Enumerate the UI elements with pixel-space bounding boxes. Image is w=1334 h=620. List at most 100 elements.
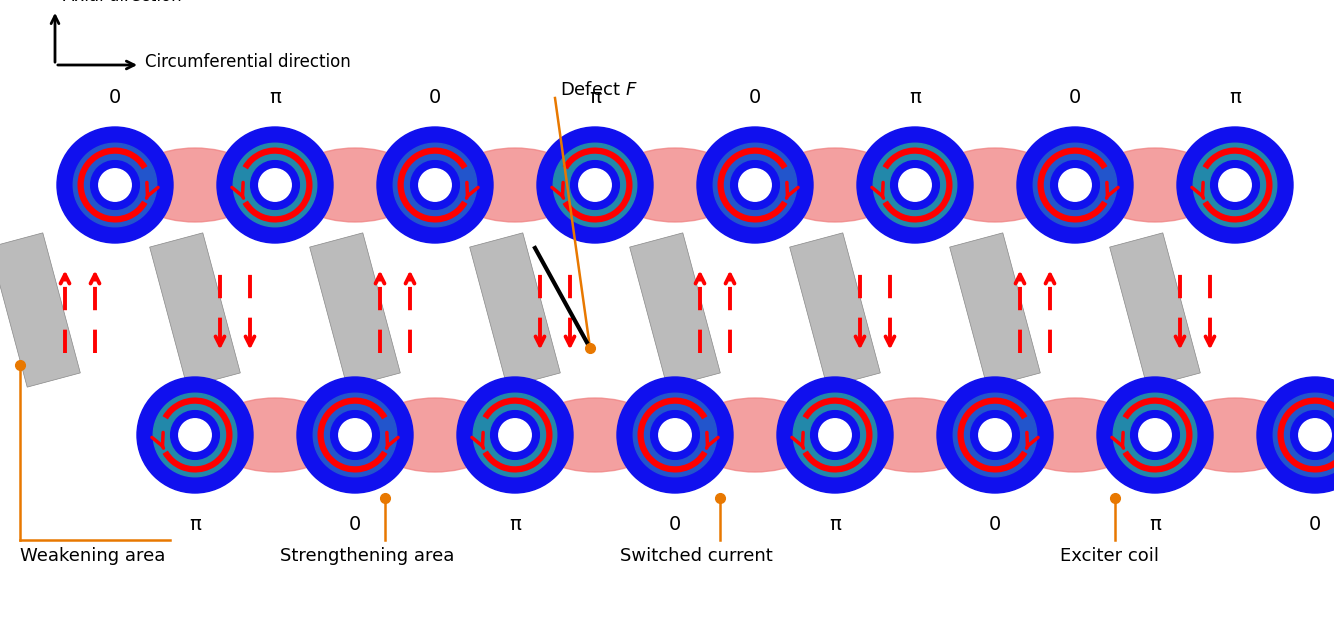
Circle shape	[731, 161, 779, 210]
Circle shape	[954, 393, 1037, 477]
Circle shape	[474, 393, 556, 477]
Ellipse shape	[848, 398, 982, 472]
Circle shape	[458, 377, 574, 493]
Circle shape	[579, 169, 611, 202]
Circle shape	[73, 143, 157, 227]
Text: 0: 0	[350, 515, 362, 534]
Circle shape	[571, 161, 619, 210]
Circle shape	[696, 127, 812, 243]
Text: 0: 0	[668, 515, 682, 534]
Text: Axial direction: Axial direction	[63, 0, 181, 5]
Circle shape	[217, 127, 334, 243]
Circle shape	[971, 410, 1019, 459]
Circle shape	[538, 127, 654, 243]
Circle shape	[171, 410, 219, 459]
Ellipse shape	[219, 150, 332, 220]
Text: Exciter coil: Exciter coil	[1061, 547, 1159, 565]
Text: 0: 0	[1309, 515, 1321, 534]
Circle shape	[659, 418, 691, 451]
Circle shape	[1211, 161, 1259, 210]
Ellipse shape	[858, 150, 971, 220]
Ellipse shape	[208, 398, 342, 472]
Circle shape	[554, 143, 636, 227]
Polygon shape	[630, 233, 720, 387]
Ellipse shape	[379, 150, 492, 220]
Circle shape	[233, 143, 316, 227]
Circle shape	[179, 418, 211, 451]
Ellipse shape	[368, 398, 502, 472]
Circle shape	[411, 161, 459, 210]
Text: Strengthening area: Strengthening area	[280, 547, 455, 565]
Circle shape	[339, 418, 371, 451]
Ellipse shape	[528, 398, 662, 472]
Text: Switched current: Switched current	[620, 547, 772, 565]
Ellipse shape	[938, 400, 1051, 470]
Circle shape	[251, 161, 299, 210]
Text: 0: 0	[1069, 88, 1081, 107]
Circle shape	[91, 161, 139, 210]
Circle shape	[1034, 143, 1117, 227]
Ellipse shape	[1178, 150, 1291, 220]
Text: Weakening area: Weakening area	[20, 547, 165, 565]
Ellipse shape	[688, 398, 822, 472]
Circle shape	[153, 393, 236, 477]
Ellipse shape	[608, 148, 742, 222]
Circle shape	[1114, 393, 1197, 477]
Circle shape	[1139, 418, 1171, 451]
Ellipse shape	[299, 400, 412, 470]
Circle shape	[259, 169, 291, 202]
Ellipse shape	[59, 150, 172, 220]
Circle shape	[313, 393, 396, 477]
Ellipse shape	[139, 400, 252, 470]
Circle shape	[137, 377, 253, 493]
Polygon shape	[149, 233, 240, 387]
Ellipse shape	[698, 150, 811, 220]
Ellipse shape	[1169, 398, 1302, 472]
Circle shape	[794, 393, 876, 477]
Circle shape	[651, 410, 699, 459]
Text: 0: 0	[748, 88, 762, 107]
Circle shape	[874, 143, 956, 227]
Circle shape	[1299, 418, 1331, 451]
Circle shape	[776, 377, 892, 493]
Circle shape	[297, 377, 414, 493]
Circle shape	[1273, 393, 1334, 477]
Circle shape	[1219, 169, 1251, 202]
Text: π: π	[908, 88, 920, 107]
Polygon shape	[1110, 233, 1201, 387]
Text: π: π	[590, 88, 600, 107]
Circle shape	[618, 377, 732, 493]
Circle shape	[739, 169, 771, 202]
Ellipse shape	[288, 148, 422, 222]
Circle shape	[1097, 377, 1213, 493]
Ellipse shape	[459, 400, 572, 470]
Text: π: π	[510, 515, 522, 534]
Polygon shape	[0, 233, 80, 387]
Circle shape	[856, 127, 972, 243]
Text: π: π	[189, 515, 201, 534]
Circle shape	[394, 143, 476, 227]
Circle shape	[1290, 410, 1334, 459]
Ellipse shape	[539, 150, 652, 220]
Ellipse shape	[1009, 398, 1142, 472]
Text: 0: 0	[988, 515, 1000, 534]
Polygon shape	[790, 233, 880, 387]
Circle shape	[331, 410, 379, 459]
Text: π: π	[828, 515, 840, 534]
Circle shape	[378, 127, 494, 243]
Circle shape	[491, 410, 539, 459]
Text: Defect $F$: Defect $F$	[560, 81, 638, 99]
Text: π: π	[1149, 515, 1161, 534]
Circle shape	[1017, 127, 1133, 243]
Circle shape	[1059, 169, 1091, 202]
Text: π: π	[1229, 88, 1241, 107]
Circle shape	[99, 169, 131, 202]
Ellipse shape	[778, 400, 891, 470]
Circle shape	[979, 418, 1011, 451]
Text: Circumferential direction: Circumferential direction	[145, 53, 351, 71]
Ellipse shape	[1089, 148, 1222, 222]
Polygon shape	[950, 233, 1041, 387]
Circle shape	[1193, 143, 1277, 227]
Circle shape	[899, 169, 931, 202]
Circle shape	[499, 418, 531, 451]
